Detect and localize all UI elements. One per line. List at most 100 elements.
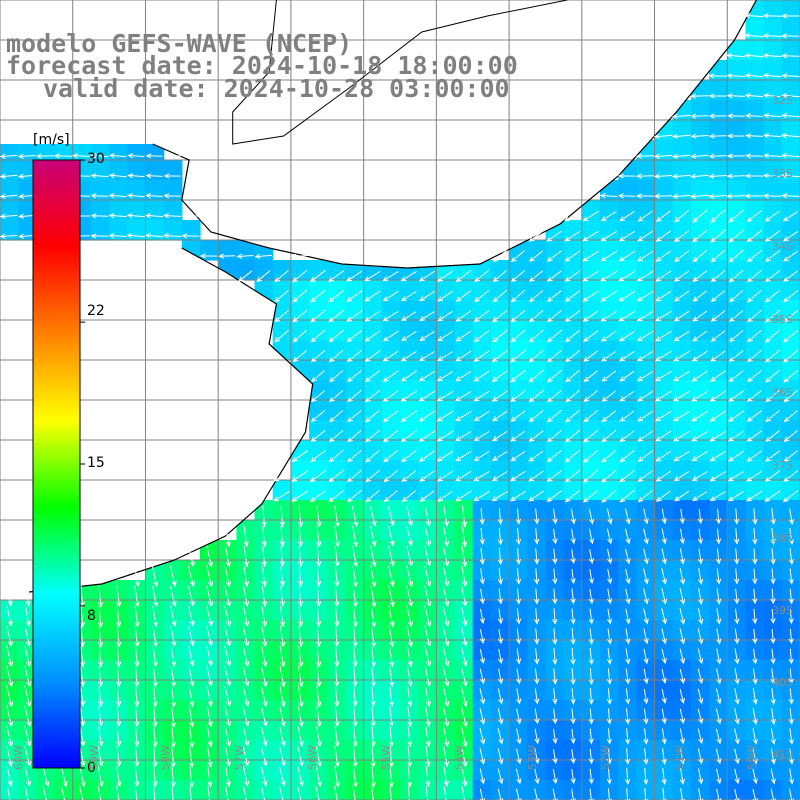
lon-label: 57W bbox=[233, 745, 246, 770]
wind-arrow bbox=[334, 545, 340, 568]
wind-speed-cell bbox=[472, 440, 492, 461]
wind-arrow bbox=[788, 728, 794, 745]
wind-speed-cell bbox=[690, 440, 710, 461]
wind-arrow bbox=[352, 585, 358, 608]
wind-arrow bbox=[734, 728, 740, 745]
wind-arrow bbox=[770, 668, 776, 685]
wind-speed-cell bbox=[636, 540, 656, 561]
wind-speed-cell bbox=[309, 680, 328, 701]
wind-speed-cell bbox=[781, 480, 800, 501]
wind-speed-cell bbox=[400, 520, 419, 541]
wind-speed-cell bbox=[381, 280, 401, 301]
wind-speed-cell bbox=[400, 460, 419, 481]
wind-speed-cell bbox=[490, 780, 510, 800]
wind-speed-cell bbox=[563, 620, 583, 641]
wind-speed-cell bbox=[127, 200, 147, 221]
wind-arrow bbox=[546, 389, 562, 403]
wind-arrow bbox=[35, 153, 54, 159]
wind-arrow bbox=[261, 505, 267, 528]
wind-speed-cell bbox=[618, 540, 637, 561]
wind-arrow bbox=[764, 349, 780, 363]
wind-speed-cell bbox=[745, 240, 765, 261]
wind-speed-cell bbox=[709, 640, 728, 661]
wind-arrow bbox=[370, 686, 376, 707]
wind-speed-cell bbox=[581, 300, 601, 321]
wind-speed-cell bbox=[454, 560, 474, 581]
wind-arrow bbox=[328, 349, 344, 363]
wind-arrow bbox=[655, 390, 672, 402]
wind-speed-cell bbox=[472, 280, 492, 301]
wind-speed-cell bbox=[181, 620, 201, 641]
wind-speed-cell bbox=[709, 440, 728, 461]
wind-speed-cell bbox=[400, 660, 419, 681]
wind-arrow bbox=[479, 748, 486, 765]
wind-speed-cell bbox=[545, 520, 565, 541]
wind-arrow bbox=[708, 73, 727, 79]
wind-speed-cell bbox=[600, 500, 619, 521]
wind-arrow bbox=[728, 229, 744, 243]
wind-arrow bbox=[715, 528, 722, 545]
wind-speed-cell bbox=[618, 720, 637, 741]
wind-arrow bbox=[400, 410, 418, 423]
wind-arrow bbox=[716, 648, 722, 665]
wind-arrow bbox=[708, 93, 727, 99]
wind-arrow bbox=[510, 410, 526, 422]
wind-arrow bbox=[187, 565, 195, 588]
wind-speed-cell bbox=[690, 620, 710, 641]
wind-arrow bbox=[582, 469, 599, 483]
wind-arrow bbox=[418, 390, 436, 402]
wind-speed-cell bbox=[90, 740, 110, 761]
wind-arrow bbox=[565, 350, 580, 363]
wind-arrow bbox=[618, 270, 636, 282]
wind-arrow bbox=[188, 545, 195, 568]
wind-speed-cell bbox=[272, 760, 292, 781]
wind-arrow bbox=[709, 410, 727, 422]
wind-arrow bbox=[419, 290, 435, 302]
wind-speed-cell bbox=[709, 300, 728, 321]
wind-arrow bbox=[53, 153, 73, 159]
wind-arrow bbox=[716, 668, 722, 685]
wind-arrow bbox=[625, 548, 631, 565]
wind-speed-cell bbox=[309, 440, 328, 461]
wind-speed-cell bbox=[127, 720, 147, 741]
wind-arrow bbox=[728, 290, 744, 303]
wind-arrow bbox=[497, 608, 503, 625]
wind-speed-cell bbox=[363, 320, 383, 341]
wind-arrow bbox=[79, 605, 85, 628]
wind-speed-cell bbox=[472, 660, 492, 681]
wind-arrow bbox=[637, 430, 653, 442]
wind-arrow bbox=[744, 53, 764, 59]
wind-arrow bbox=[442, 565, 450, 588]
wind-speed-cell bbox=[618, 680, 637, 701]
wind-arrow bbox=[762, 33, 782, 39]
wind-arrow bbox=[546, 290, 562, 303]
wind-speed-cell bbox=[18, 640, 37, 661]
wind-speed-cell bbox=[527, 560, 547, 581]
wind-arrow bbox=[388, 585, 395, 608]
wind-arrow bbox=[534, 628, 540, 645]
wind-speed-cell bbox=[563, 240, 583, 261]
wind-arrow bbox=[473, 390, 490, 402]
wind-speed-cell bbox=[272, 780, 292, 800]
wind-speed-cell bbox=[90, 680, 110, 701]
wind-arrow bbox=[781, 173, 800, 179]
wind-speed-cell bbox=[327, 260, 347, 281]
wind-arrow bbox=[588, 568, 594, 585]
wind-arrow bbox=[762, 73, 782, 79]
wind-arrow bbox=[189, 785, 192, 800]
wind-arrow bbox=[497, 708, 504, 725]
wind-arrow bbox=[674, 209, 690, 223]
wind-speed-cell bbox=[490, 300, 510, 321]
wind-arrow bbox=[352, 525, 359, 548]
wind-arrow bbox=[679, 708, 685, 725]
wind-arrow bbox=[692, 290, 708, 302]
wind-speed-cell bbox=[636, 560, 656, 581]
wind-arrow bbox=[636, 193, 654, 199]
wind-speed-cell bbox=[745, 440, 765, 461]
wind-speed-cell bbox=[0, 760, 19, 781]
wind-arrow bbox=[152, 565, 159, 588]
wind-arrow bbox=[618, 330, 636, 342]
wind-speed-cell bbox=[563, 360, 583, 381]
